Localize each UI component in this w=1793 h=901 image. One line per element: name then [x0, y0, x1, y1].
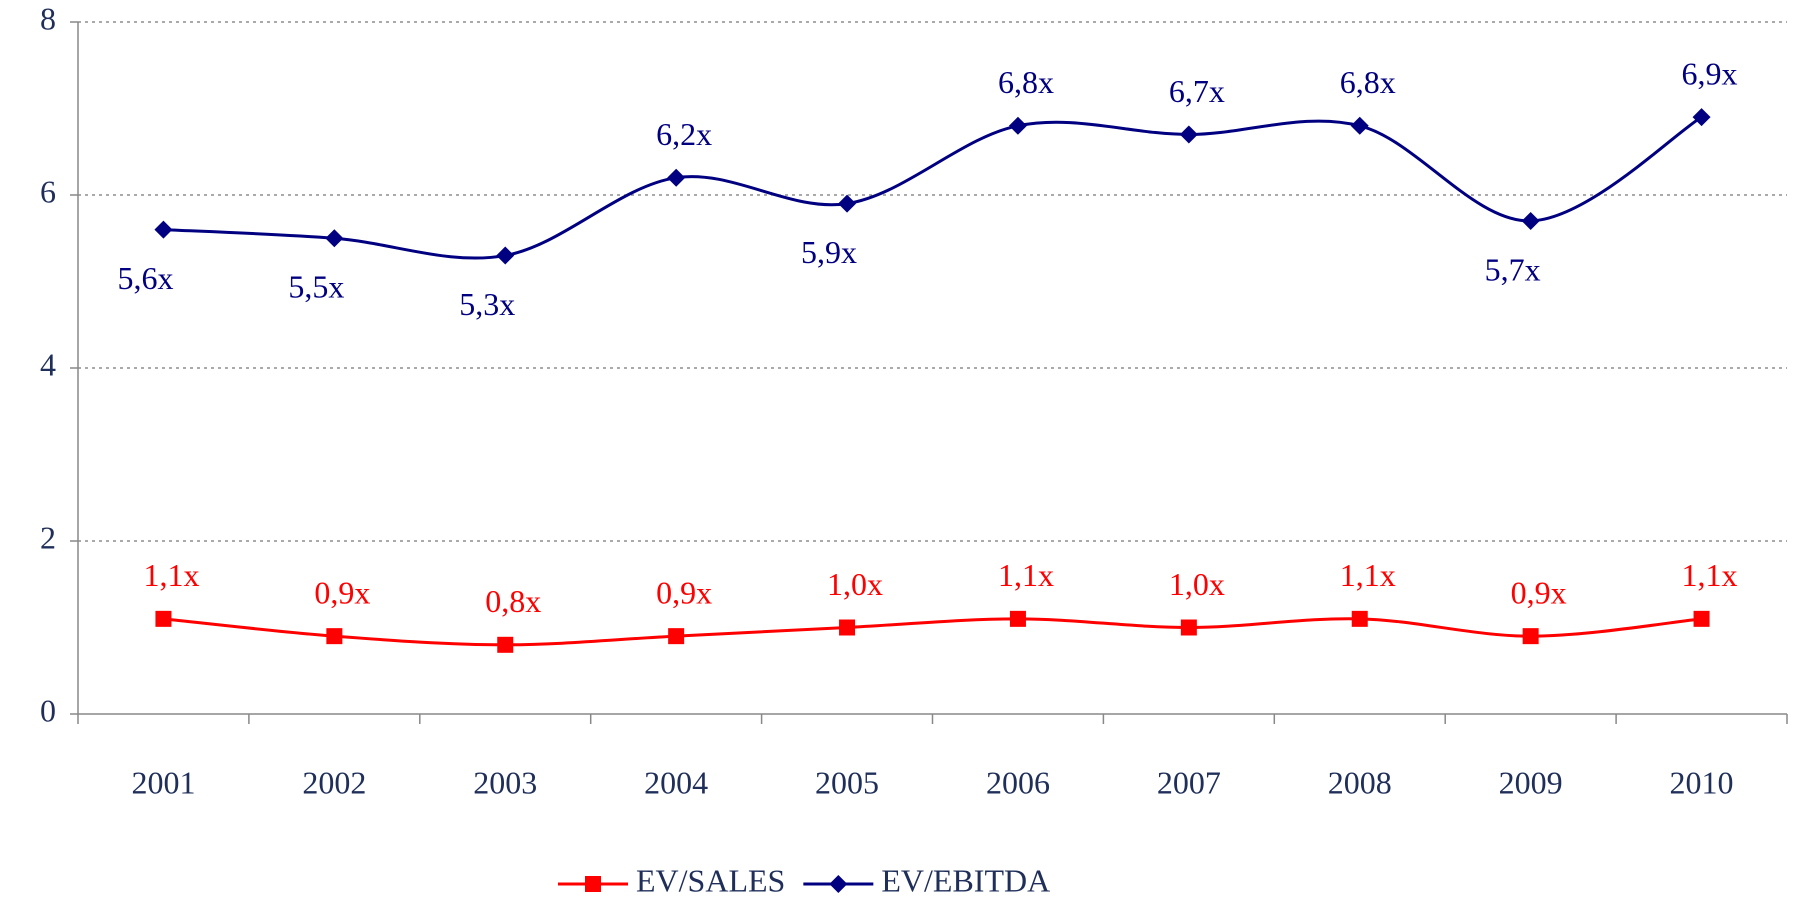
- x-tick-label: 2005: [815, 764, 879, 800]
- data-point: [1179, 125, 1198, 144]
- data-point: [839, 619, 856, 636]
- data-point: [1009, 610, 1026, 627]
- x-tick-label: 2003: [473, 764, 537, 800]
- data-point: [154, 220, 173, 239]
- data-point: [838, 194, 857, 213]
- data-label: 0,9x: [314, 574, 370, 610]
- y-tick-label: 8: [40, 0, 56, 36]
- x-tick-label: 2006: [986, 764, 1050, 800]
- x-tick-label: 2008: [1328, 764, 1392, 800]
- data-label: 1,1x: [998, 557, 1054, 593]
- y-tick-label: 6: [40, 173, 56, 209]
- y-tick-label: 0: [40, 692, 56, 728]
- data-point: [325, 229, 344, 248]
- series-line: [163, 617, 1702, 647]
- data-point: [497, 636, 514, 653]
- x-tick-label: 2004: [644, 764, 708, 800]
- data-point: [1521, 211, 1540, 230]
- data-label: 6,2x: [656, 116, 712, 152]
- data-point: [155, 610, 172, 627]
- data-point: [667, 168, 686, 187]
- data-point: [1351, 610, 1368, 627]
- data-label: 5,9x: [801, 234, 857, 270]
- data-label: 5,3x: [459, 286, 515, 322]
- data-point: [1008, 116, 1027, 135]
- data-label: 6,9x: [1682, 55, 1738, 91]
- legend-marker: [585, 876, 601, 892]
- data-point: [1522, 628, 1539, 645]
- data-label: 0,9x: [656, 574, 712, 610]
- x-tick-label: 2010: [1670, 764, 1734, 800]
- data-label: 1,0x: [1169, 566, 1225, 602]
- data-point: [1180, 619, 1197, 636]
- y-tick-label: 2: [40, 519, 56, 555]
- data-label: 1,0x: [827, 566, 883, 602]
- data-label: 6,8x: [1340, 64, 1396, 100]
- data-point: [1693, 610, 1710, 627]
- data-label: 6,7x: [1169, 73, 1225, 109]
- x-tick-label: 2009: [1499, 764, 1563, 800]
- data-label: 1,1x: [1682, 557, 1738, 593]
- x-tick-label: 2002: [302, 764, 366, 800]
- data-point: [668, 628, 685, 645]
- data-label: 1,1x: [1340, 557, 1396, 593]
- y-tick-label: 4: [40, 346, 56, 382]
- legend-label: EV/EBITDA: [881, 862, 1050, 898]
- data-label: 0,9x: [1511, 574, 1567, 610]
- data-point: [1350, 116, 1369, 135]
- data-label: 5,7x: [1485, 251, 1541, 287]
- series-line: [163, 115, 1703, 260]
- data-label: 6,8x: [998, 64, 1054, 100]
- data-label: 0,8x: [485, 583, 541, 619]
- x-tick-label: 2007: [1157, 764, 1221, 800]
- data-point: [326, 628, 343, 645]
- data-label: 5,6x: [117, 260, 173, 296]
- data-label: 5,5x: [288, 269, 344, 305]
- legend-marker: [829, 875, 848, 893]
- legend-label: EV/SALES: [636, 862, 785, 898]
- x-tick-label: 2001: [131, 764, 195, 800]
- data-point: [496, 246, 515, 265]
- data-label: 1,1x: [143, 557, 199, 593]
- data-point: [1692, 108, 1711, 127]
